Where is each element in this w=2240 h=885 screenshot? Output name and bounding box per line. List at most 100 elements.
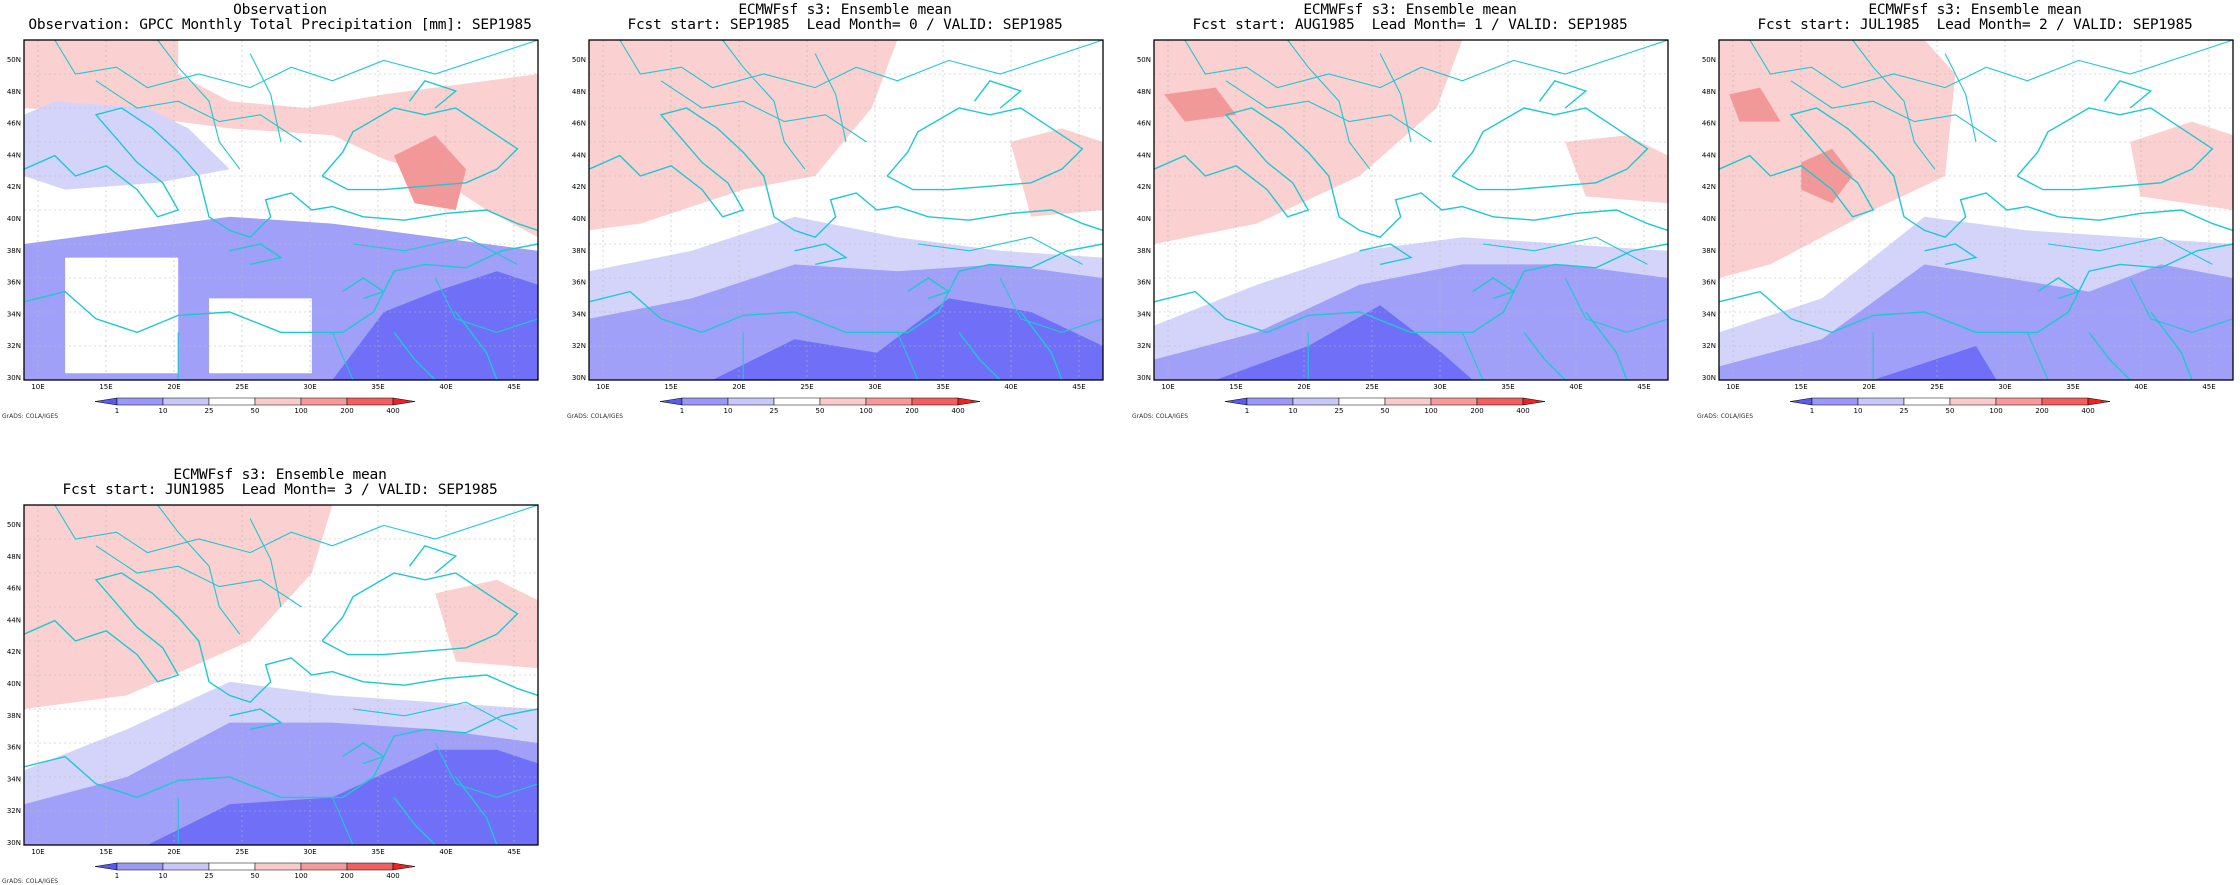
colorbar-arrow-left <box>659 397 683 406</box>
lon-label: 15E <box>99 848 112 856</box>
colorbar-segment <box>1338 397 1386 406</box>
coastline <box>23 107 539 238</box>
panel-subtitle: Fcst start: AUG1985 Lead Month= 1 / VALI… <box>1192 17 1628 33</box>
lat-label: 34N <box>572 310 586 318</box>
colorbar-segment <box>727 397 775 406</box>
lat-label: 46N <box>1137 120 1151 128</box>
coastline <box>408 544 458 574</box>
lon-label: 45E <box>2202 383 2215 391</box>
colorbar-segment <box>1430 397 1478 406</box>
lat-label: 32N <box>572 342 586 350</box>
coastline <box>1153 107 1669 238</box>
lon-label: 40E <box>439 383 452 391</box>
colorbar-label: 200 <box>905 407 918 415</box>
border-line <box>1287 39 1371 170</box>
lat-label: 40N <box>7 215 21 223</box>
colorbar-arrow-right <box>392 862 416 871</box>
lat-label: 38N <box>1137 247 1151 255</box>
colorbar-segment <box>1949 397 1997 406</box>
colorbar-label: 25 <box>1900 407 1909 415</box>
colorbar-segment <box>1246 397 1294 406</box>
border-line <box>999 277 1104 333</box>
colorbar-label: 100 <box>859 407 872 415</box>
coastline <box>973 79 1023 109</box>
coastline <box>229 243 283 266</box>
lat-label: 36N <box>7 744 21 752</box>
coastline <box>2103 79 2153 109</box>
colorbar-segment <box>208 862 256 871</box>
lat-label: 36N <box>1137 279 1151 287</box>
colorbar-arrow-left <box>1224 397 1248 406</box>
coastline <box>1718 243 2234 334</box>
lat-label: 32N <box>7 807 21 815</box>
border-line <box>249 53 282 143</box>
panel-subtitle: Fcst start: JUN1985 Lead Month= 3 / VALI… <box>62 482 498 498</box>
shaded-region <box>65 257 179 374</box>
colorbar-label: 200 <box>1470 407 1483 415</box>
shaded-region <box>1729 87 1781 122</box>
colorbar-segment <box>911 397 959 406</box>
lon-label: 45E <box>1637 383 1650 391</box>
lat-label: 38N <box>1702 247 1716 255</box>
coastline <box>886 107 1084 191</box>
border-line <box>1749 39 2234 89</box>
lat-label: 38N <box>572 247 586 255</box>
lon-label: 40E <box>2134 383 2147 391</box>
colorbar-label: 200 <box>340 407 353 415</box>
lat-label: 40N <box>1702 215 1716 223</box>
coastline <box>23 708 539 799</box>
coastline <box>794 243 848 266</box>
colorbar-label: 100 <box>1989 407 2002 415</box>
gridlines <box>1719 40 2233 380</box>
lon-label: 45E <box>1072 383 1085 391</box>
border-line <box>95 545 302 608</box>
colorbar-label: 25 <box>205 407 214 415</box>
colorbar-label: 200 <box>2035 407 2048 415</box>
colorbar-segment <box>162 397 210 406</box>
lat-label: 42N <box>7 648 21 656</box>
colorbar-label: 50 <box>816 407 825 415</box>
shaded-region <box>1801 148 1853 204</box>
lat-label: 34N <box>1137 310 1151 318</box>
colorbar-segment <box>773 397 821 406</box>
coastline <box>2016 107 2214 191</box>
lon-label: 30E <box>868 383 881 391</box>
colorbar-label: 10 <box>159 407 168 415</box>
shaded-region <box>589 40 898 231</box>
lon-label: 25E <box>235 383 248 391</box>
coastline <box>1153 243 1669 334</box>
shaded-region <box>1719 264 2233 380</box>
lon-label: 45E <box>507 848 520 856</box>
colorbar-label: 1 <box>115 407 119 415</box>
lon-label: 40E <box>439 848 452 856</box>
lon-label: 10E <box>31 848 44 856</box>
shaded-region <box>24 505 333 709</box>
lat-label: 46N <box>572 120 586 128</box>
coastline <box>2037 277 2081 300</box>
lat-label: 50N <box>572 56 586 64</box>
border-line <box>722 39 806 170</box>
colorbar-segment <box>254 397 302 406</box>
lon-label: 20E <box>1862 383 1875 391</box>
border-line <box>249 518 282 608</box>
lat-label: 46N <box>7 120 21 128</box>
map-canvas: 50N 48N 46N 44N 42N 40N 38N 36N 34N 32N 30N 10E 15E 2… <box>7 504 539 880</box>
lon-label: 30E <box>303 848 316 856</box>
border-line <box>54 39 539 89</box>
lat-label: 44N <box>1137 151 1151 159</box>
lon-label: 15E <box>1794 383 1807 391</box>
lat-label: 34N <box>7 775 21 783</box>
coastline <box>23 243 539 334</box>
coastline <box>907 277 951 300</box>
lat-label: 42N <box>572 183 586 191</box>
lat-label: 36N <box>7 279 21 287</box>
lat-label: 40N <box>7 680 21 688</box>
border-line <box>619 39 1104 89</box>
lon-label: 30E <box>1433 383 1446 391</box>
colorbar-arrow-right <box>1522 397 1546 406</box>
shaded-region <box>1154 264 1668 380</box>
border-line <box>1564 277 1669 333</box>
colorbar-arrow-left <box>1789 397 1813 406</box>
colorbar-segment <box>681 397 729 406</box>
shaded-region <box>1154 40 1463 244</box>
